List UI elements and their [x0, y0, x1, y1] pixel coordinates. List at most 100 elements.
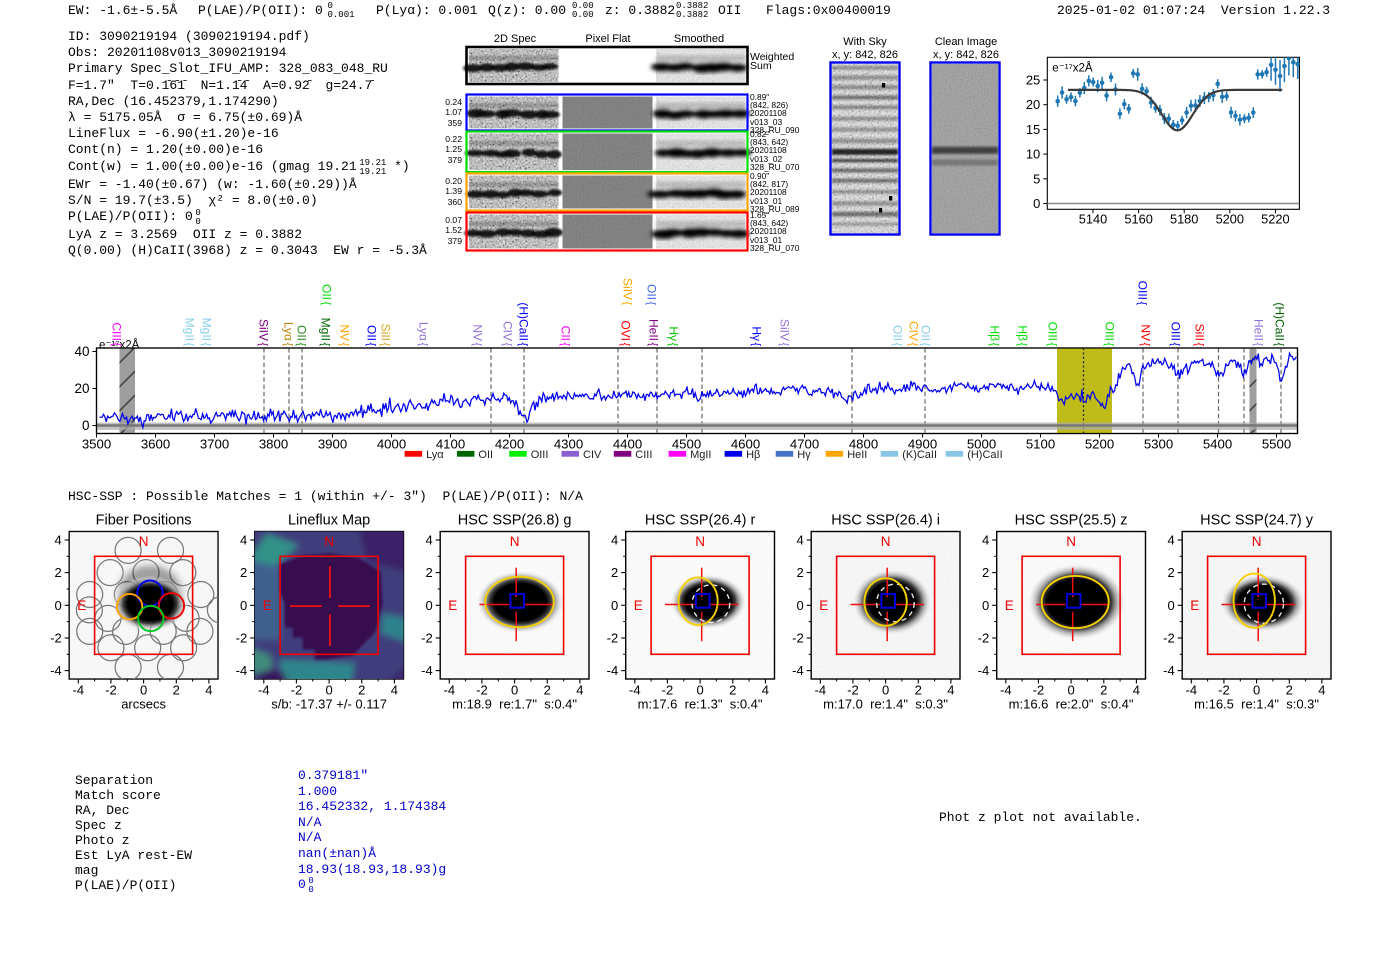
svg-text:2: 2 — [54, 565, 61, 580]
svg-text:SiII: SiII — [378, 324, 392, 341]
svg-text:-4: -4 — [444, 683, 456, 698]
svg-text:CIII: CIII — [635, 449, 652, 461]
svg-text:2: 2 — [729, 683, 736, 698]
svg-text:4: 4 — [240, 533, 247, 548]
svg-text:{: { — [1139, 343, 1151, 347]
svg-text:4: 4 — [391, 683, 398, 698]
svg-text:4: 4 — [205, 683, 212, 698]
svg-text:{: { — [1103, 343, 1115, 347]
svg-text:-2: -2 — [105, 683, 117, 698]
svg-text:Hβ: Hβ — [746, 449, 760, 461]
svg-text:-2: -2 — [1218, 683, 1230, 698]
svg-text:SiIV: SiIV — [256, 319, 270, 341]
svg-text:Hγ: Hγ — [797, 449, 811, 461]
svg-text:CII: CII — [558, 326, 572, 341]
svg-text:arcsecs: arcsecs — [121, 697, 166, 712]
svg-text:{: { — [295, 343, 307, 347]
svg-text:2: 2 — [1100, 683, 1107, 698]
svg-text:{: { — [645, 302, 657, 306]
svg-text:CIII: CIII — [109, 322, 123, 341]
svg-text:4200: 4200 — [495, 437, 524, 452]
svg-text:E: E — [448, 598, 457, 613]
svg-text:N: N — [881, 534, 891, 549]
svg-text:N: N — [695, 534, 705, 549]
svg-text:2: 2 — [425, 565, 432, 580]
svg-text:-4: -4 — [1163, 663, 1175, 678]
svg-text:Lineflux Map: Lineflux Map — [288, 513, 370, 529]
svg-text:4100: 4100 — [436, 437, 465, 452]
svg-text:OIII: OIII — [1102, 322, 1116, 341]
svg-text:2: 2 — [982, 565, 989, 580]
svg-text:N: N — [510, 534, 520, 549]
svg-text:{: { — [501, 343, 513, 347]
svg-text:SiII: SiII — [1192, 324, 1206, 341]
svg-text:OIII: OIII — [1135, 281, 1149, 300]
svg-text:-4: -4 — [236, 663, 248, 678]
svg-text:5300: 5300 — [1144, 437, 1173, 452]
svg-text:e⁻¹⁷x2Å: e⁻¹⁷x2Å — [1052, 61, 1093, 74]
svg-text:-4: -4 — [792, 663, 804, 678]
svg-text:-4: -4 — [607, 663, 619, 678]
svg-text:2: 2 — [358, 683, 365, 698]
svg-text:m:16.6 re:2.0" s:0.4": m:16.6 re:2.0" s:0.4" — [1009, 697, 1134, 712]
svg-text:{: { — [1273, 343, 1285, 347]
svg-text:-4: -4 — [258, 683, 270, 698]
svg-text:NV: NV — [1138, 324, 1152, 341]
svg-text:HSC SSP(26.4) r: HSC SSP(26.4) r — [645, 513, 756, 529]
svg-text:0: 0 — [1033, 196, 1040, 211]
svg-text:{: { — [647, 343, 659, 347]
svg-text:HSC SSP(26.4) i: HSC SSP(26.4) i — [831, 513, 940, 529]
svg-text:{: { — [619, 343, 631, 347]
svg-text:(H)CaII: (H)CaII — [967, 449, 1002, 461]
svg-text:{: { — [750, 343, 762, 347]
svg-text:-2: -2 — [421, 631, 433, 646]
svg-text:{: { — [1136, 302, 1148, 306]
svg-text:Lyα: Lyα — [416, 322, 430, 341]
svg-text:N: N — [139, 534, 149, 549]
svg-text:{: { — [417, 343, 429, 347]
svg-text:HSC SSP(25.5) z: HSC SSP(25.5) z — [1015, 513, 1128, 529]
svg-text:{: { — [379, 343, 391, 347]
svg-text:OIII: OIII — [1168, 322, 1182, 341]
svg-text:-2: -2 — [476, 683, 488, 698]
svg-text:NV: NV — [337, 324, 351, 341]
svg-text:-2: -2 — [291, 683, 303, 698]
svg-text:5200: 5200 — [1216, 211, 1244, 226]
svg-text:N: N — [1066, 534, 1076, 549]
svg-text:Hγ: Hγ — [666, 326, 680, 341]
svg-text:m:17.0 re:1.4" s:0.3": m:17.0 re:1.4" s:0.3" — [823, 697, 948, 712]
svg-text:E: E — [1005, 598, 1014, 613]
svg-text:-2: -2 — [607, 631, 619, 646]
svg-text:{: { — [200, 343, 212, 347]
svg-text:{: { — [559, 343, 571, 347]
svg-text:4: 4 — [1133, 683, 1140, 698]
svg-text:MgII: MgII — [182, 318, 196, 341]
svg-text:0: 0 — [882, 683, 889, 698]
svg-text:4: 4 — [1318, 683, 1325, 698]
svg-text:MgII: MgII — [690, 449, 711, 461]
svg-text:0: 0 — [1167, 598, 1174, 613]
svg-text:Lyα: Lyα — [426, 449, 444, 461]
svg-text:4: 4 — [1167, 533, 1174, 548]
svg-text:4900: 4900 — [908, 437, 937, 452]
svg-text:{: { — [183, 343, 195, 347]
svg-text:-4: -4 — [50, 663, 62, 678]
svg-text:(K)CaII: (K)CaII — [902, 449, 937, 461]
svg-text:OII: OII — [644, 284, 658, 300]
svg-text:2: 2 — [1167, 565, 1174, 580]
svg-text:-4: -4 — [1186, 683, 1198, 698]
svg-text:4800: 4800 — [849, 437, 878, 452]
svg-text:5500: 5500 — [1262, 437, 1291, 452]
svg-text:0: 0 — [1253, 683, 1260, 698]
svg-text:0: 0 — [611, 598, 618, 613]
svg-text:-4: -4 — [978, 663, 990, 678]
svg-text:3800: 3800 — [259, 437, 288, 452]
svg-text:15: 15 — [1026, 122, 1040, 137]
svg-text:{: { — [365, 343, 377, 347]
svg-text:E: E — [77, 598, 86, 613]
svg-text:10: 10 — [1026, 147, 1040, 162]
svg-text:-4: -4 — [815, 683, 827, 698]
svg-text:Lyα: Lyα — [281, 322, 295, 341]
svg-text:-2: -2 — [792, 631, 804, 646]
svg-text:0: 0 — [796, 598, 803, 613]
